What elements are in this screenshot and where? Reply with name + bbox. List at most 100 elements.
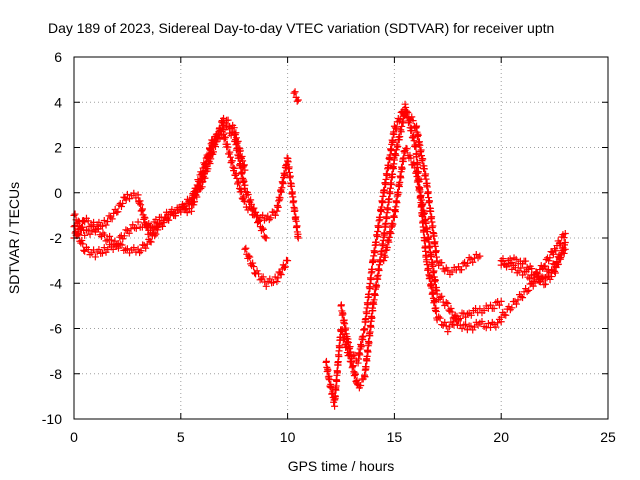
data-point-marker [402, 103, 410, 111]
data-point-marker [81, 231, 89, 239]
data-point-marker [497, 261, 505, 269]
data-point-marker [276, 269, 284, 277]
data-point-marker [393, 199, 401, 207]
data-point-marker [123, 245, 131, 253]
data-point-marker [390, 213, 398, 221]
data-point-marker [413, 153, 421, 161]
data-point-marker [403, 145, 411, 153]
data-point-marker [286, 172, 294, 180]
data-point-marker [74, 217, 82, 225]
data-point-marker [136, 197, 144, 205]
data-point-marker [441, 267, 449, 275]
data-point-marker [79, 223, 87, 231]
data-point-marker [476, 305, 484, 313]
data-point-marker [250, 204, 258, 212]
data-point-marker [540, 263, 548, 271]
data-point-marker [120, 232, 128, 240]
data-point-marker [376, 214, 384, 222]
data-point-marker [117, 202, 125, 210]
data-point-marker [284, 158, 292, 166]
data-point-marker [235, 154, 243, 162]
data-point-marker [519, 294, 527, 302]
data-point-marker [381, 253, 389, 261]
data-point-marker [290, 89, 298, 97]
data-point-marker [253, 267, 261, 275]
data-point-marker [392, 124, 400, 132]
data-point-marker [552, 247, 560, 255]
data-point-marker [184, 200, 192, 208]
data-point-marker [278, 184, 286, 192]
data-point-marker [95, 246, 103, 254]
data-point-marker [495, 301, 503, 309]
data-point-marker [548, 273, 556, 281]
data-point-marker [531, 279, 539, 287]
data-point-marker [122, 226, 130, 234]
data-points [70, 88, 569, 410]
data-point-marker [484, 320, 492, 328]
data-point-marker [463, 310, 471, 318]
data-point-marker [367, 275, 375, 283]
data-point-marker [216, 127, 224, 135]
series-points [380, 144, 505, 334]
data-point-marker [201, 174, 209, 182]
data-point-marker [406, 117, 414, 125]
y-tick-label: -4 [50, 275, 63, 291]
data-point-marker [324, 366, 332, 374]
data-point-marker [385, 161, 393, 169]
data-point-marker [478, 318, 486, 326]
data-point-marker [368, 266, 376, 274]
data-point-marker [101, 231, 109, 239]
data-point-marker [331, 402, 339, 410]
series-points [322, 107, 484, 410]
data-point-marker [538, 275, 546, 283]
data-point-marker [543, 274, 551, 282]
data-point-marker [337, 301, 345, 309]
data-point-marker [532, 268, 540, 276]
data-point-marker [430, 267, 438, 275]
data-point-marker [224, 116, 232, 124]
data-point-marker [241, 181, 249, 189]
data-point-marker [246, 253, 254, 261]
data-point-marker [213, 135, 221, 143]
x-tick-label: 15 [387, 429, 403, 445]
data-point-marker [467, 322, 475, 330]
data-point-marker [427, 207, 435, 215]
data-point-marker [187, 201, 195, 209]
data-point-marker [508, 259, 516, 267]
data-point-marker [442, 299, 450, 307]
data-point-marker [480, 306, 488, 314]
data-point-marker [289, 193, 297, 201]
data-point-marker [114, 240, 122, 248]
data-point-marker [264, 212, 272, 220]
data-point-marker [351, 371, 359, 379]
data-point-marker [107, 213, 115, 221]
data-point-marker [207, 146, 215, 154]
data-point-marker [221, 134, 229, 142]
y-tick-label: 0 [54, 185, 62, 201]
data-point-marker [512, 255, 520, 263]
data-point-marker [254, 217, 262, 225]
data-point-marker [322, 357, 330, 365]
data-point-marker [198, 183, 206, 191]
data-point-marker [543, 267, 551, 275]
data-point-marker [365, 290, 373, 298]
data-point-marker [242, 244, 250, 252]
data-point-marker [123, 190, 131, 198]
data-point-marker [253, 213, 261, 221]
data-point-marker [198, 169, 206, 177]
data-point-marker [224, 123, 232, 131]
data-point-marker [444, 266, 452, 274]
data-point-marker [138, 205, 146, 213]
data-point-marker [100, 216, 108, 224]
data-point-marker [230, 124, 238, 132]
data-point-marker [385, 195, 393, 203]
data-point-marker [429, 262, 437, 270]
x-tick-label: 25 [600, 429, 616, 445]
data-point-marker [420, 209, 428, 217]
data-point-marker [273, 278, 281, 286]
data-point-marker [88, 227, 96, 235]
data-point-marker [419, 155, 427, 163]
data-point-marker [361, 373, 369, 381]
data-point-marker [561, 239, 569, 247]
data-point-marker [84, 217, 92, 225]
